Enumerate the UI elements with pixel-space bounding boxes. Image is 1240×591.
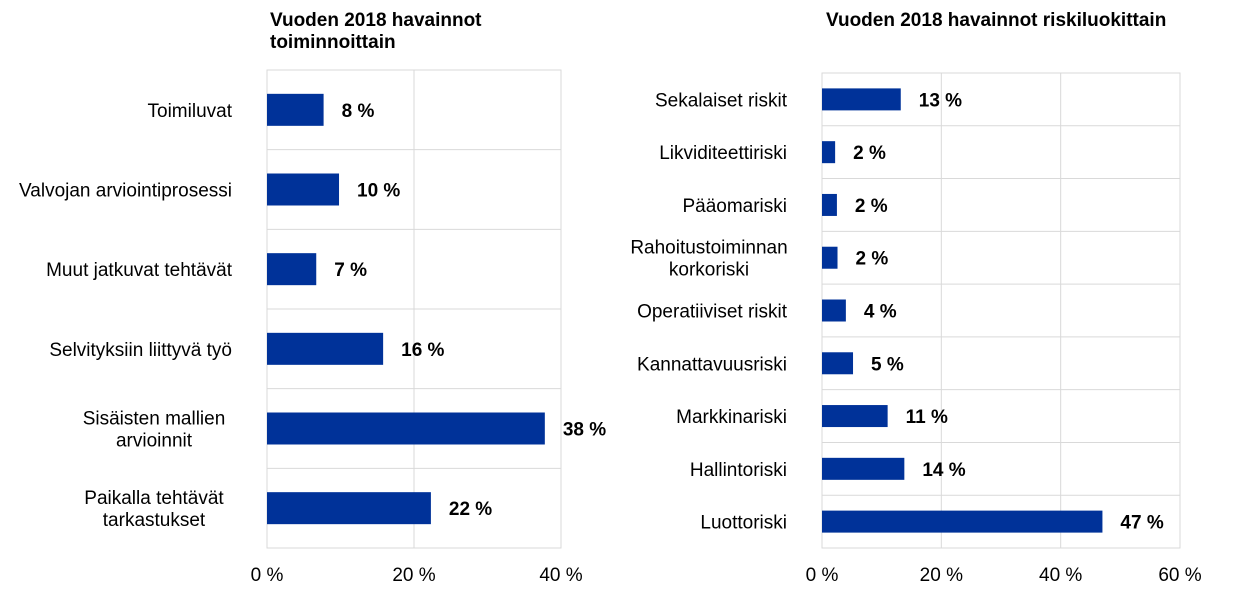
category-label: Valvojan arviointiprosessi xyxy=(19,181,232,202)
bar-value-label: 13 % xyxy=(919,90,962,111)
bar xyxy=(822,246,838,269)
bar xyxy=(267,93,324,126)
category-label: Muut jatkuvat tehtävät xyxy=(46,260,233,281)
bar xyxy=(267,412,545,445)
bar xyxy=(822,88,901,111)
bar-value-label: 14 % xyxy=(922,460,965,481)
bar-value-label: 11 % xyxy=(906,407,948,428)
bar-value-label: 7 % xyxy=(334,260,367,281)
bar-value-label: 47 % xyxy=(1120,513,1163,534)
category-label: Luottoriski xyxy=(700,513,787,534)
bar-value-label: 16 % xyxy=(401,340,444,361)
x-tick-label: 0 % xyxy=(251,565,284,586)
bar xyxy=(822,141,836,164)
bar xyxy=(267,492,431,525)
category-label: Kannattavuusriski xyxy=(637,354,787,375)
bar-value-label: 22 % xyxy=(449,499,492,520)
bar-value-label: 8 % xyxy=(342,101,375,122)
category-label: tarkastukset xyxy=(103,510,206,531)
x-tick-label: 60 % xyxy=(1158,565,1201,586)
chart-title-line: toiminnoittain xyxy=(270,32,396,53)
category-label: Rahoitustoiminnan xyxy=(630,238,787,259)
bar-value-label: 2 % xyxy=(856,249,889,270)
category-label: Selvityksiin liittyvä työ xyxy=(49,340,232,361)
category-label: Likviditeettiriski xyxy=(659,143,787,164)
category-label: Toimiluvat xyxy=(148,101,233,122)
chart-title-risk-categories: Vuoden 2018 havainnot riskiluokittain xyxy=(826,10,1226,32)
category-label: Pääomariski xyxy=(682,196,787,217)
bar xyxy=(822,193,837,216)
bar-value-label: 5 % xyxy=(871,354,904,375)
bar-value-label: 2 % xyxy=(855,196,888,217)
category-label: Hallintoriski xyxy=(690,460,787,481)
x-tick-label: 40 % xyxy=(1039,565,1082,586)
category-label: Markkinariski xyxy=(676,407,787,428)
bar-value-label: 2 % xyxy=(853,143,886,164)
chart-title-activities: Vuoden 2018 havainnot toiminnoittain xyxy=(270,10,590,54)
x-tick-label: 20 % xyxy=(920,565,963,586)
bar xyxy=(822,405,888,428)
category-label: Paikalla tehtävät xyxy=(84,488,224,509)
category-label: arvioinnit xyxy=(116,431,193,452)
bar xyxy=(822,457,905,480)
x-tick-label: 0 % xyxy=(806,565,839,586)
bar xyxy=(267,332,384,365)
bar xyxy=(822,352,854,375)
bar-value-label: 38 % xyxy=(563,420,606,441)
x-tick-label: 20 % xyxy=(392,565,435,586)
bar xyxy=(822,510,1103,533)
bar xyxy=(822,299,846,322)
chart-title-line: Vuoden 2018 havainnot riskiluokittain xyxy=(826,10,1167,31)
category-label: Operatiiviset riskit xyxy=(637,302,788,323)
category-label: Sisäisten mallien xyxy=(83,409,226,430)
x-tick-label: 40 % xyxy=(539,565,582,586)
bar xyxy=(267,253,317,286)
category-label: Sekalaiset riskit xyxy=(655,90,788,111)
bar-value-label: 4 % xyxy=(864,302,897,323)
bar-value-label: 10 % xyxy=(357,181,400,202)
chart-title-line: Vuoden 2018 havainnot xyxy=(270,10,482,31)
category-label: korkoriski xyxy=(669,260,749,281)
bar xyxy=(267,173,340,206)
